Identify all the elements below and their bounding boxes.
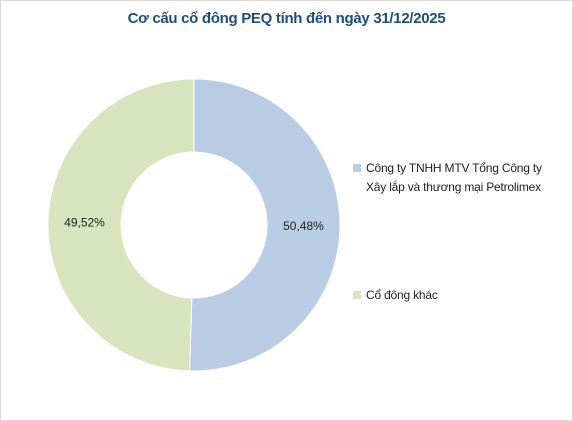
donut-slice	[189, 78, 341, 372]
data-label: 50,48%	[283, 219, 324, 233]
legend-swatch	[353, 164, 361, 172]
donut-slice	[47, 78, 195, 372]
legend-label: Công ty TNHH MTV Tổng Công ty Xây lắp và…	[366, 161, 542, 194]
chart-title: Cơ cấu cổ đông PEQ tính đến ngày 31/12/2…	[127, 10, 446, 27]
legend-swatch	[353, 291, 361, 299]
legend-label: Cổ đông khác	[366, 288, 438, 302]
legend-item: Cổ đông khác	[353, 286, 558, 305]
data-label: 49,52%	[64, 216, 105, 230]
legend-item: Công ty TNHH MTV Tổng Công ty Xây lắp và…	[353, 159, 558, 197]
